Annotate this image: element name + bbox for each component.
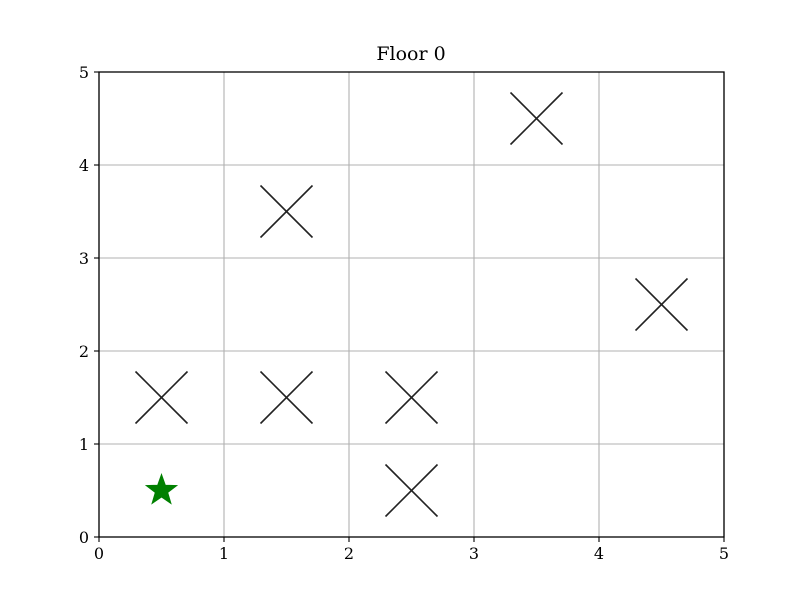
y-tick-label: 2 (79, 342, 89, 361)
data-markers (134, 91, 689, 518)
chart-title: Floor 0 (376, 43, 445, 65)
x-marker-stroke (134, 370, 189, 425)
x-marker (384, 370, 439, 425)
x-marker (259, 370, 314, 425)
x-marker (259, 184, 314, 239)
y-tick-label: 3 (79, 249, 89, 268)
plot-area-frame (98, 71, 725, 538)
y-tick-label: 5 (79, 63, 89, 82)
x-tick-label: 4 (594, 544, 604, 563)
x-marker-stroke (384, 370, 439, 425)
x-marker-stroke (634, 277, 689, 332)
x-tick-label: 5 (719, 544, 729, 563)
x-tick-label: 3 (469, 544, 479, 563)
x-marker (134, 370, 189, 425)
x-marker-stroke (384, 463, 439, 518)
y-tick-label: 1 (79, 435, 89, 454)
x-marker (509, 91, 564, 146)
x-marker-stroke (259, 370, 314, 425)
x-marker-stroke (509, 91, 564, 146)
x-marker (384, 463, 439, 518)
x-tick-label: 0 (94, 544, 104, 563)
x-tick-label: 1 (219, 544, 229, 563)
x-marker (634, 277, 689, 332)
x-marker-stroke (259, 184, 314, 239)
x-tick-label: 2 (344, 544, 354, 563)
y-tick-label: 0 (79, 528, 89, 547)
y-tick-label: 4 (79, 156, 89, 175)
axis-ticks: 0 1 2 3 4 5 0 1 2 3 4 5 (79, 63, 729, 563)
star-marker (144, 473, 179, 505)
